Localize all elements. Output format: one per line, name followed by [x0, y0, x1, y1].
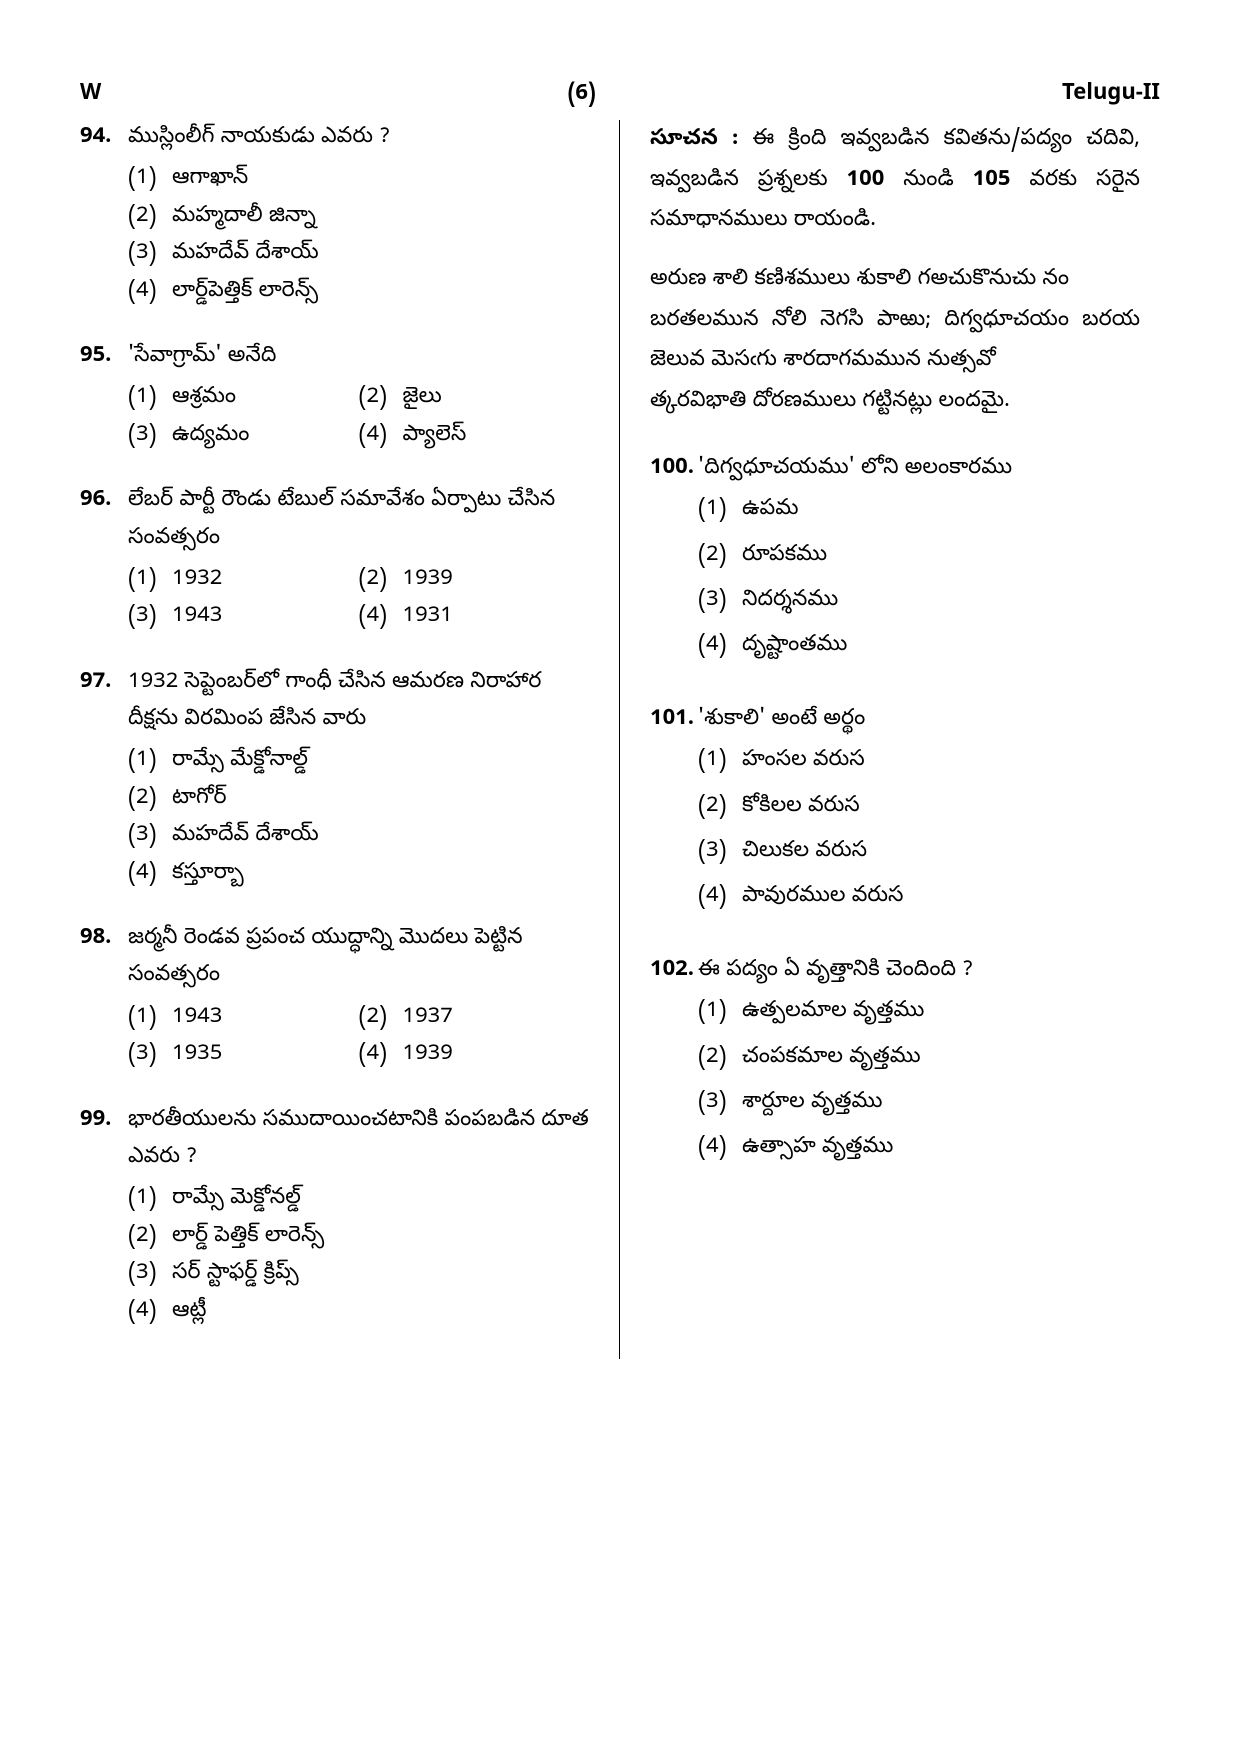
option-3: (3)సర్ స్టాఫర్డ్ క్రిప్స్ — [128, 1256, 589, 1293]
option-2: (2)కోకిలల వరుస — [698, 789, 1140, 826]
option-2: (2)రూపకము — [698, 538, 1140, 575]
question-number: 102. — [650, 953, 698, 1176]
instruction-block: సూచన : ఈ క్రింది ఇవ్వబడిన కవితను/పద్యం చ… — [650, 120, 1140, 242]
question-body: ఈ పద్యం ఏ వృత్తానికి చెందింది ? (1)ఉత్పల… — [698, 953, 1140, 1176]
question-number: 96. — [80, 483, 128, 637]
option-3: (3)చిలుకల వరుస — [698, 834, 1140, 871]
option-1: (1)రామ్సే మేక్డోనాల్డ్ — [128, 743, 589, 780]
question-text: ఈ పద్యం ఏ వృత్తానికి చెందింది ? — [698, 953, 1140, 990]
options: (1)రామ్సే మెక్డోనల్డ్ (2)లార్డ్ పెత్తిక్… — [128, 1181, 589, 1331]
option-1: (1)ఆశ్రమం — [128, 380, 359, 417]
option-4: (4)ఆట్లీ — [128, 1294, 589, 1331]
header-center: (6) — [567, 80, 595, 110]
question-text: ముస్లింలీగ్ నాయకుడు ఎవరు ? — [128, 120, 589, 157]
option-4: (4)1931 — [359, 599, 590, 636]
question-body: 'శుకాలి' అంటే అర్థం (1)హంసల వరుస (2)కోకి… — [698, 702, 1140, 925]
question-102: 102. ఈ పద్యం ఏ వృత్తానికి చెందింది ? (1)… — [650, 953, 1140, 1176]
option-4: (4)ప్యాలెస్ — [359, 418, 590, 455]
option-3: (3)ఉద్యమం — [128, 418, 359, 455]
question-100: 100. 'దిగ్వధూచయము' లోని అలంకారము (1)ఉపమ … — [650, 451, 1140, 674]
page-header: W (6) Telugu-II — [80, 80, 1160, 110]
question-101: 101. 'శుకాలి' అంటే అర్థం (1)హంసల వరుస (2… — [650, 702, 1140, 925]
question-number: 98. — [80, 921, 128, 1075]
question-95: 95. 'సేవాగ్రామ్' అనేది (1)ఆశ్రమం (2)జైలు… — [80, 339, 589, 455]
question-98: 98. జర్మనీ రెండవ ప్రపంచ యుద్ధాన్ని మొదలు… — [80, 921, 589, 1075]
question-number: 100. — [650, 451, 698, 674]
question-number: 99. — [80, 1103, 128, 1331]
question-text: 'శుకాలి' అంటే అర్థం — [698, 702, 1140, 739]
option-1: (1)ఆగాఖాన్ — [128, 161, 589, 198]
question-number: 97. — [80, 665, 128, 893]
question-text: భారతీయులను సముదాయించటానికి పంపబడిన దూత ఎ… — [128, 1103, 589, 1178]
question-body: లేబర్ పార్టీ రౌండు టేబుల్ సమావేశం ఏర్పాట… — [128, 483, 589, 637]
question-text: 'దిగ్వధూచయము' లోని అలంకారము — [698, 451, 1140, 488]
option-4: (4)లార్డ్‌పెత్తిక్ లారెన్స్ — [128, 274, 589, 311]
option-4: (4)పావురముల వరుస — [698, 879, 1140, 916]
options: (1)1932 (2)1939 (3)1943 (4)1931 — [128, 562, 589, 637]
option-3: (3)1935 — [128, 1037, 359, 1074]
option-2: (2)టాగోర్ — [128, 781, 589, 818]
option-2: (2)1939 — [359, 562, 590, 599]
option-2: (2)మహ్మదాలీ జిన్నా — [128, 199, 589, 236]
header-left: W — [80, 80, 101, 110]
option-3: (3)మహదేవ్ దేశాయ్ — [128, 818, 589, 855]
question-body: 'సేవాగ్రామ్' అనేది (1)ఆశ్రమం (2)జైలు (3)… — [128, 339, 589, 455]
option-1: (1)హంసల వరుస — [698, 743, 1140, 780]
right-column: సూచన : ఈ క్రింది ఇవ్వబడిన కవితను/పద్యం చ… — [620, 120, 1160, 1359]
poem-text: అరుణ శాలి కణిశములు శుకాలి గఅచుకొనుచు నంబ… — [650, 260, 1140, 423]
option-4: (4)దృష్టాంతము — [698, 628, 1140, 665]
option-1: (1)ఉత్పలమాల వృత్తము — [698, 994, 1140, 1031]
option-2: (2)చంపకమాల వృత్తము — [698, 1040, 1140, 1077]
instruction-label: సూచన : — [650, 125, 738, 155]
left-column: 94. ముస్లింలీగ్ నాయకుడు ఎవరు ? (1)ఆగాఖాన… — [80, 120, 620, 1359]
question-body: జర్మనీ రెండవ ప్రపంచ యుద్ధాన్ని మొదలు పెట… — [128, 921, 589, 1075]
options: (1)ఆశ్రమం (2)జైలు (3)ఉద్యమం (4)ప్యాలెస్ — [128, 380, 589, 455]
header-right: Telugu-II — [1062, 80, 1160, 110]
question-97: 97. 1932 సెప్టెంబర్‌లో గాంధీ చేసిన ఆమరణ … — [80, 665, 589, 893]
options: (1)ఆగాఖాన్ (2)మహ్మదాలీ జిన్నా (3)మహదేవ్ … — [128, 161, 589, 311]
option-2: (2)1937 — [359, 1000, 590, 1037]
question-96: 96. లేబర్ పార్టీ రౌండు టేబుల్ సమావేశం ఏర… — [80, 483, 589, 637]
question-number: 101. — [650, 702, 698, 925]
question-text: జర్మనీ రెండవ ప్రపంచ యుద్ధాన్ని మొదలు పెట… — [128, 921, 589, 996]
options: (1)ఉత్పలమాల వృత్తము (2)చంపకమాల వృత్తము (… — [698, 994, 1140, 1176]
option-2: (2)లార్డ్ పెత్తిక్ లారెన్స్ — [128, 1219, 589, 1256]
option-1: (1)1943 — [128, 1000, 359, 1037]
question-body: భారతీయులను సముదాయించటానికి పంపబడిన దూత ఎ… — [128, 1103, 589, 1331]
question-body: 1932 సెప్టెంబర్‌లో గాంధీ చేసిన ఆమరణ నిరా… — [128, 665, 589, 893]
question-body: 'దిగ్వధూచయము' లోని అలంకారము (1)ఉపమ (2)రూ… — [698, 451, 1140, 674]
option-2: (2)జైలు — [359, 380, 590, 417]
question-94: 94. ముస్లింలీగ్ నాయకుడు ఎవరు ? (1)ఆగాఖాన… — [80, 120, 589, 311]
question-body: ముస్లింలీగ్ నాయకుడు ఎవరు ? (1)ఆగాఖాన్ (2… — [128, 120, 589, 311]
question-text: 'సేవాగ్రామ్' అనేది — [128, 339, 589, 376]
option-1: (1)1932 — [128, 562, 359, 599]
options: (1)ఉపమ (2)రూపకము (3)నిదర్శనము (4)దృష్టాం… — [698, 492, 1140, 674]
option-1: (1)రామ్సే మెక్డోనల్డ్ — [128, 1181, 589, 1218]
options: (1)1943 (2)1937 (3)1935 (4)1939 — [128, 1000, 589, 1075]
option-4: (4)1939 — [359, 1037, 590, 1074]
question-text: లేబర్ పార్టీ రౌండు టేబుల్ సమావేశం ఏర్పాట… — [128, 483, 589, 558]
option-3: (3)1943 — [128, 599, 359, 636]
question-text: 1932 సెప్టెంబర్‌లో గాంధీ చేసిన ఆమరణ నిరా… — [128, 665, 589, 740]
option-4: (4)కస్తూర్బా — [128, 856, 589, 893]
content-columns: 94. ముస్లింలీగ్ నాయకుడు ఎవరు ? (1)ఆగాఖాన… — [80, 120, 1160, 1359]
option-4: (4)ఉత్సాహ వృత్తము — [698, 1130, 1140, 1167]
options: (1)హంసల వరుస (2)కోకిలల వరుస (3)చిలుకల వర… — [698, 743, 1140, 925]
option-3: (3)శార్దూల వృత్తము — [698, 1085, 1140, 1122]
option-3: (3)మహదేవ్ దేశాయ్ — [128, 236, 589, 273]
question-99: 99. భారతీయులను సముదాయించటానికి పంపబడిన ద… — [80, 1103, 589, 1331]
question-number: 94. — [80, 120, 128, 311]
question-number: 95. — [80, 339, 128, 455]
options: (1)రామ్సే మేక్డోనాల్డ్ (2)టాగోర్ (3)మహదే… — [128, 743, 589, 893]
option-1: (1)ఉపమ — [698, 492, 1140, 529]
option-3: (3)నిదర్శనము — [698, 583, 1140, 620]
